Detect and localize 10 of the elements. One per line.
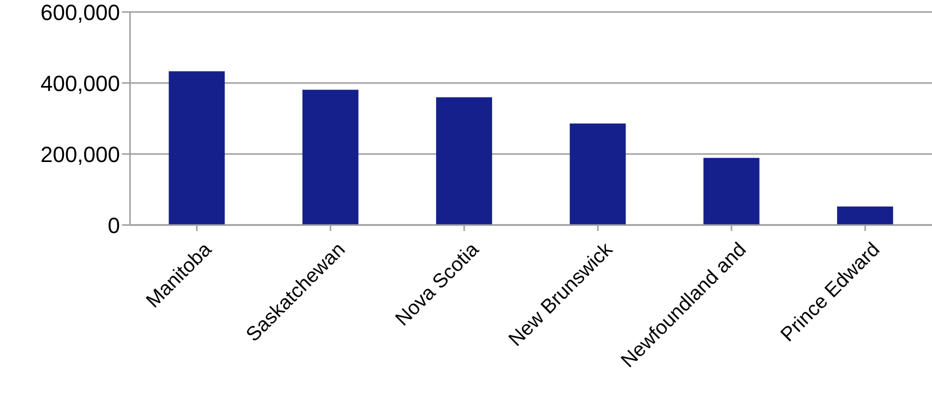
bar (436, 97, 492, 225)
y-tick-label: 0 (108, 212, 120, 238)
y-tick-label: 200,000 (40, 142, 120, 167)
bar (837, 206, 894, 225)
bar (703, 158, 760, 225)
bar (302, 90, 358, 225)
y-tick-label: 600,000 (40, 0, 120, 25)
bar (168, 71, 225, 225)
y-tick-label: 400,000 (40, 70, 120, 96)
bar (570, 123, 626, 225)
